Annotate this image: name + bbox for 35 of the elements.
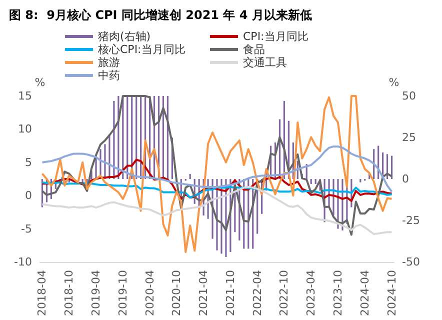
legend-label: 旅游 — [98, 56, 120, 69]
y2-tick-label: 25 — [402, 131, 416, 144]
x-tick-label: 2021-04 — [197, 270, 210, 316]
legend-label: 食品 — [243, 43, 265, 56]
x-tick-label: 2019-10 — [116, 270, 130, 316]
y-tick-label: 10 — [18, 122, 32, 136]
x-tick-label: 2021-10 — [224, 270, 237, 316]
legend-label: CPI:当月同比 — [243, 30, 308, 43]
x-tick-label: 2023-10 — [331, 270, 344, 316]
legend-label: 猪肉(右轴) — [98, 30, 151, 43]
y-tick-label: 0 — [25, 189, 32, 202]
y-axis-title: % — [34, 76, 46, 89]
x-tick-label: 2024-10 — [385, 270, 398, 316]
x-tick-label: 2022-10 — [278, 270, 291, 316]
y2-axis-title: % — [388, 76, 400, 89]
x-tick-label: 2018-10 — [62, 270, 76, 316]
y2-tick-label: 0 — [402, 172, 409, 186]
x-tick-label: 2024-04 — [358, 270, 372, 316]
y-tick-label: -10 — [14, 256, 32, 268]
x-tick-label: 2020-10 — [170, 270, 184, 316]
x-tick-label: 2023-04 — [304, 270, 318, 316]
x-tick-label: 2019-04 — [90, 270, 103, 316]
y2-tick-label: 50 — [402, 90, 416, 102]
y-tick-label: 15 — [18, 90, 32, 102]
y-tick-label: -5 — [21, 222, 32, 236]
y2-tick-label: -25 — [402, 214, 420, 227]
x-tick-label: 2018-04 — [36, 270, 49, 316]
x-tick-label: 2020-04 — [143, 270, 156, 316]
y2-tick-label: -50 — [402, 256, 420, 268]
legend-label: 中药 — [98, 69, 120, 82]
legend-label: 核心CPI:当月同比 — [97, 43, 186, 56]
chart-title: 图 8: 9月核心 CPI 同比增速创 2021 年 4 月以来新低 — [9, 8, 312, 22]
y-tick-label: 5 — [25, 156, 32, 169]
x-tick-label: 2022-04 — [250, 270, 264, 316]
legend-label: 交通工具 — [243, 56, 287, 69]
